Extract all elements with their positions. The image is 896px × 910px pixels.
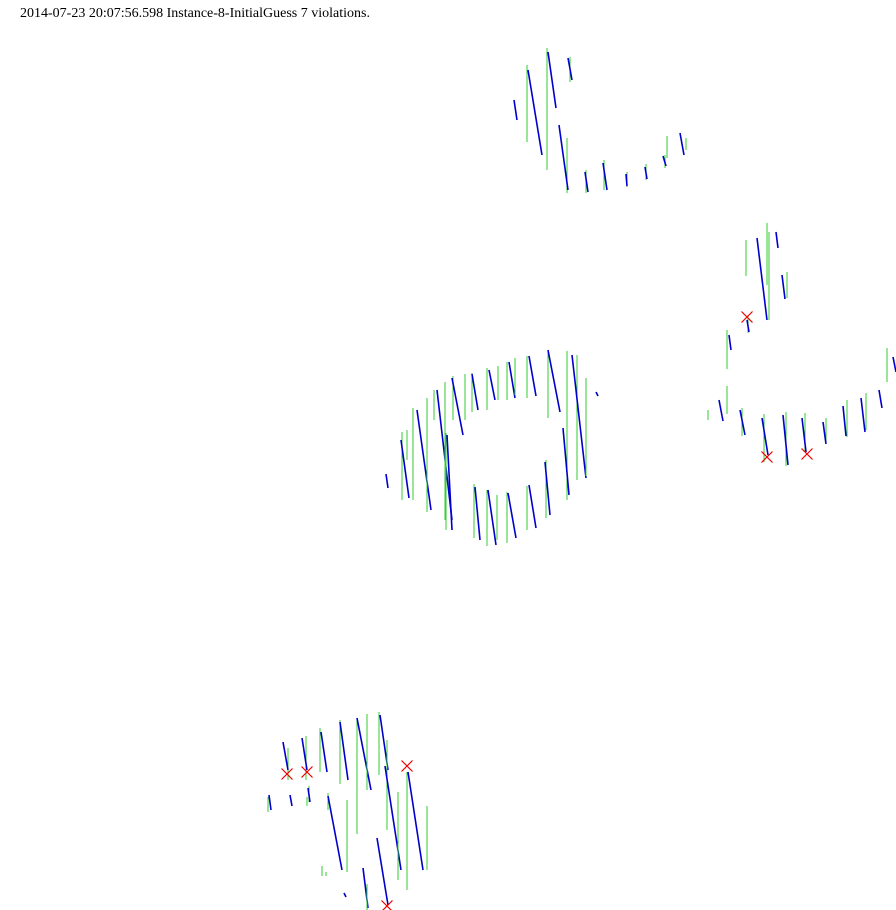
solution-segment [508,361,516,399]
solution-segment [268,794,272,811]
solution-segment [878,389,883,409]
solution-segment [547,51,557,109]
solution-segment [327,795,343,871]
solution-segment [474,486,481,541]
solution-segment [544,461,551,516]
solution-segment [822,421,827,445]
solution-segment [571,354,587,479]
violation-marker [761,451,773,463]
solution-segment [662,155,667,167]
solution-segment [602,162,608,191]
solution-segment [801,417,807,453]
solution-segment [775,231,779,249]
solution-segment [385,473,389,489]
solution-segment [487,489,497,546]
solution-segment [718,399,724,422]
solution-segment [860,397,866,433]
solution-segment [400,439,410,499]
status-header: 2014-07-23 20:07:56.598 Instance-8-Initi… [20,6,370,21]
violation-marker [281,768,293,780]
solution-segment [528,355,537,397]
solution-segment [756,237,768,321]
solution-segment [782,414,789,466]
solution-segment [746,319,750,333]
solution-segment [376,837,389,906]
violation-marker [741,311,753,323]
violation-marker [301,766,313,778]
solution-segment [289,794,293,807]
solution-segment [562,427,570,496]
violation-marker [401,760,413,772]
solution-segment [356,717,372,791]
solution-segment [471,373,479,411]
violation-marker [801,448,813,460]
solution-segment [679,132,685,156]
solution-segment [320,731,328,773]
solution-segment [407,771,424,871]
solution-segment [842,405,847,437]
solution-segment [644,166,648,180]
solution-segment [488,369,496,401]
solution-segment [301,737,308,771]
solution-segment [513,99,518,121]
solution-segment [558,124,569,191]
solution-segment [416,409,432,511]
solution-segment [528,484,537,529]
solution-segment [584,171,589,193]
solution-segment [507,492,517,539]
solution-segment [781,274,786,300]
solution-segment [761,417,769,456]
solution-segment [739,409,746,436]
solution-segment [446,434,453,531]
solution-segment [527,69,543,156]
solution-segment [339,721,349,781]
solution-segment [343,892,347,898]
solution-segment [451,377,464,436]
solution-segment [728,334,732,351]
solution-segment [595,391,599,397]
solution-segment [567,57,573,81]
solution-segment [282,741,289,771]
solution-segment [547,349,561,413]
solution-segment [625,173,628,187]
solution-segment [307,787,311,803]
